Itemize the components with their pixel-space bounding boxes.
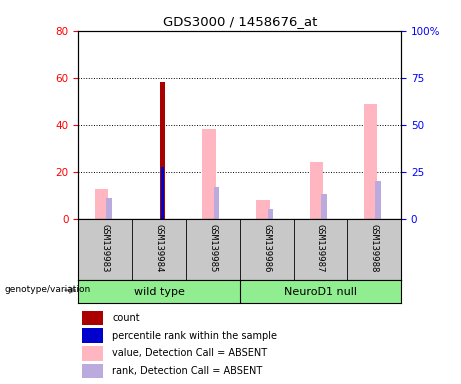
Text: GSM139988: GSM139988 <box>370 224 378 272</box>
Text: count: count <box>112 313 140 323</box>
Text: GSM139987: GSM139987 <box>316 224 325 272</box>
Bar <box>364 104 377 219</box>
Bar <box>82 364 103 378</box>
Bar <box>268 210 273 219</box>
Bar <box>375 181 381 219</box>
Bar <box>82 346 103 361</box>
Text: rank, Detection Call = ABSENT: rank, Detection Call = ABSENT <box>112 366 263 376</box>
Bar <box>82 328 103 343</box>
Bar <box>160 83 165 219</box>
Text: GSM139984: GSM139984 <box>154 224 164 272</box>
Text: percentile rank within the sample: percentile rank within the sample <box>112 331 278 341</box>
Title: GDS3000 / 1458676_at: GDS3000 / 1458676_at <box>163 15 317 28</box>
Bar <box>214 187 219 219</box>
Text: genotype/variation: genotype/variation <box>5 285 91 295</box>
Text: GSM139986: GSM139986 <box>262 224 271 272</box>
Text: wild type: wild type <box>134 287 184 297</box>
Bar <box>106 198 112 219</box>
Bar <box>321 194 327 219</box>
Text: GSM139985: GSM139985 <box>208 224 217 272</box>
Bar <box>95 189 108 219</box>
Text: value, Detection Call = ABSENT: value, Detection Call = ABSENT <box>112 348 267 358</box>
Bar <box>82 311 103 325</box>
Bar <box>256 200 270 219</box>
Bar <box>161 167 165 219</box>
Text: GSM139983: GSM139983 <box>101 224 110 272</box>
Text: NeuroD1 null: NeuroD1 null <box>284 287 357 297</box>
Bar <box>202 129 216 219</box>
Bar <box>310 162 323 219</box>
